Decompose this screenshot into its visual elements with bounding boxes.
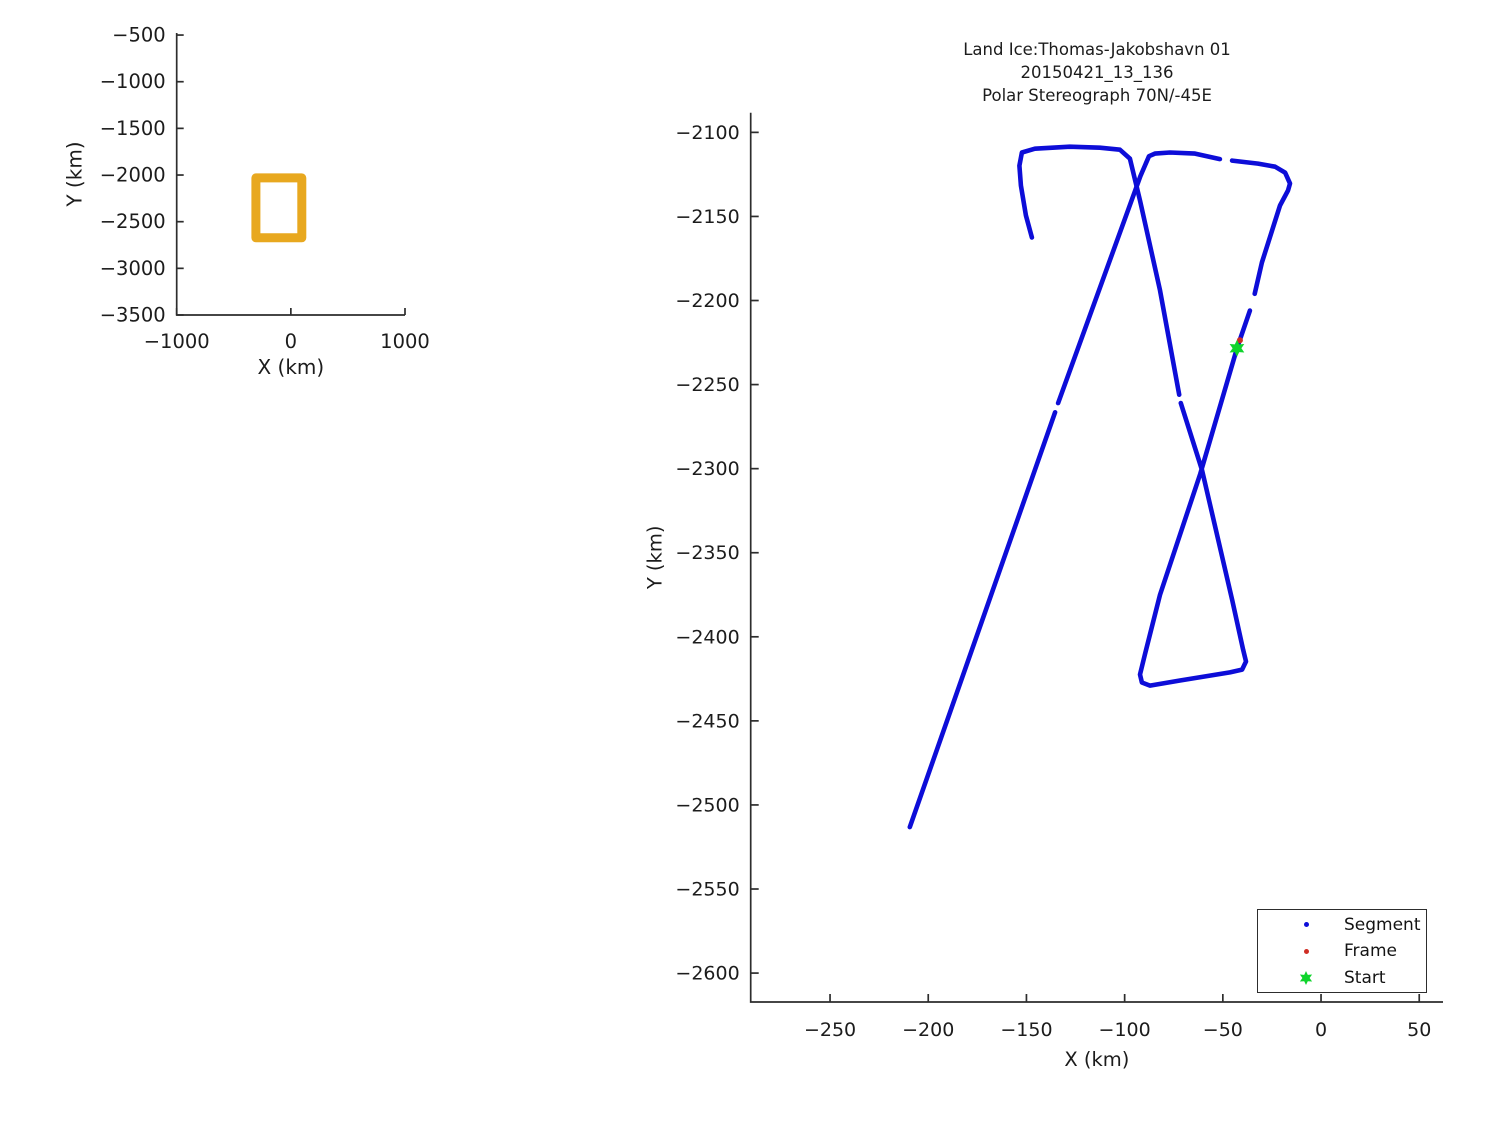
y-tick-label: −2300 <box>675 458 739 480</box>
y-tick-label: −2400 <box>675 626 739 648</box>
x-tick-label: 0 <box>285 330 297 353</box>
x-tick-label: −50 <box>1203 1019 1243 1041</box>
y-tick-label: −3500 <box>100 304 166 327</box>
Segment-path <box>1017 144 1182 398</box>
frame-dot-icon <box>1294 941 1318 961</box>
flight-track-axes-spines <box>749 112 1443 1003</box>
title-line-3: Polar Stereograph 70N/-45E <box>982 86 1212 105</box>
legend-item-segment: Segment <box>1294 913 1426 937</box>
y-tick-label: −500 <box>112 24 166 47</box>
legend-label-segment: Segment <box>1344 914 1421 935</box>
y-tick-label: −3000 <box>100 257 166 280</box>
flight-track-plot: −250 −200 −150 −100 −50 0 50 −2600 −2550 −2500 −24… <box>644 112 1443 1071</box>
overview-map-plot: −1000 0 1000 −3500 −3000 −2500 −2000 −1500 −1000… <box>63 24 430 379</box>
y-tick-label: −1000 <box>100 70 166 93</box>
y-tick-label: −2200 <box>675 290 739 312</box>
y-tick-label: −2350 <box>675 542 739 564</box>
Segment-path <box>907 409 1058 830</box>
Segment-path <box>1229 158 1293 297</box>
x-tick-label: 1000 <box>380 330 430 353</box>
y-tick-label: −2000 <box>100 164 166 187</box>
start-marker <box>1229 339 1245 357</box>
x-tick-label: 0 <box>1315 1019 1327 1041</box>
y-tick-label: −2250 <box>675 374 739 396</box>
x-tick-label: −150 <box>1000 1019 1052 1041</box>
frame-marker <box>1236 337 1243 344</box>
x-tick-label: −250 <box>804 1019 856 1041</box>
start-star-icon <box>1294 968 1318 988</box>
y-tick-label: −2500 <box>675 794 739 816</box>
legend-item-frame: Frame <box>1294 939 1426 963</box>
overview-map-ylabel: Y (km) <box>63 141 87 207</box>
Segment-path <box>1137 308 1253 688</box>
legend-box: Segment Frame Start <box>1257 909 1427 993</box>
y-tick-label: −2100 <box>675 122 739 144</box>
overview-map-xlabel: X (km) <box>257 355 324 379</box>
coverage-extent-box-path <box>251 173 307 243</box>
segment-dot-icon <box>1294 915 1318 935</box>
flight-track-xlabel: X (km) <box>1064 1048 1129 1071</box>
x-tick-label: 50 <box>1407 1019 1431 1041</box>
y-tick-label: −2450 <box>675 710 739 732</box>
y-tick-label: −2550 <box>675 879 739 901</box>
title-line-1: Land Ice:Thomas-Jakobshavn 01 <box>963 40 1231 59</box>
x-tick-label: −1000 <box>144 330 210 353</box>
Segment-path <box>1055 150 1223 406</box>
title-line-2: 20150421_13_136 <box>1020 63 1174 82</box>
legend-item-start: Start <box>1294 966 1426 990</box>
y-tick-label: −2150 <box>675 206 739 228</box>
y-tick-label: −2600 <box>675 963 739 985</box>
legend-label-frame: Frame <box>1344 941 1397 961</box>
page-title: Land Ice:Thomas-Jakobshavn 01 20150421_1… <box>797 38 1397 107</box>
x-tick-label: −200 <box>902 1019 954 1041</box>
y-tick-label: −2500 <box>100 210 166 233</box>
legend-label-start: Start <box>1344 967 1386 988</box>
y-tick-label: −1500 <box>100 117 166 140</box>
x-tick-label: −100 <box>1099 1019 1151 1041</box>
flight-track-ylabel: Y (km) <box>644 526 667 591</box>
